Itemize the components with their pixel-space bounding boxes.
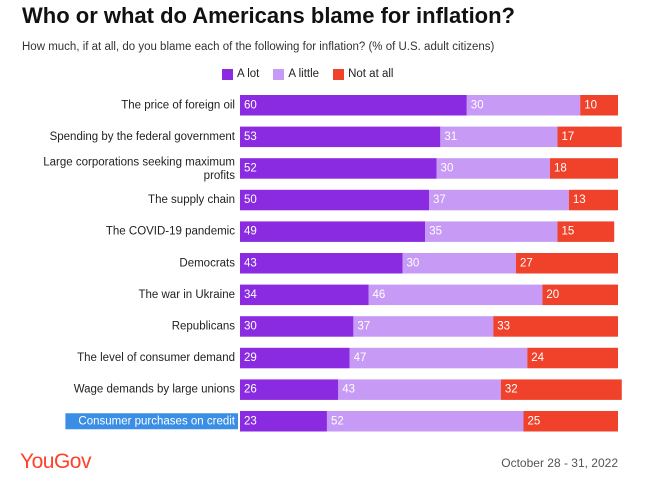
bar-value-a-little-consumer-purchases-on-credit: 52	[331, 415, 344, 427]
bar-not-at-all-the-price-of-foreign-oil	[580, 95, 618, 116]
bar-a-little-democrats	[402, 253, 516, 274]
category-label-line: profits	[204, 170, 236, 182]
stacked-bar-chart: The price of foreign oil 60 30 10 Spending b…	[43, 95, 622, 432]
yougov-logo[interactable]: YouGov	[20, 450, 91, 473]
bar-value-a-little-spending-by-the-federal-government: 31	[444, 131, 457, 143]
legend-label-not-at-all: Not at all	[348, 68, 394, 80]
bar-value-not-at-all-spending-by-the-federal-government: 17	[562, 131, 575, 143]
bar-not-at-all-the-covid-19-pandemic	[557, 221, 615, 242]
bar-a-little-large-corporations-seeking-maximum-profits	[436, 158, 550, 179]
survey-date: October 28 - 31, 2022	[501, 456, 618, 470]
legend-swatch-not-at-all	[333, 68, 345, 80]
category-label-spending-by-the-federal-government: Spending by the federal government	[50, 131, 236, 143]
category-label-the-covid-19-pandemic: The COVID-19 pandemic	[106, 226, 235, 238]
bar-not-at-all-the-level-of-consumer-demand	[527, 347, 618, 369]
bar-not-at-all-wage-demands-by-large-unions	[500, 379, 622, 400]
bar-a-lot-democrats	[240, 253, 403, 274]
bar-value-not-at-all-the-covid-19-pandemic: 15	[562, 226, 575, 238]
bar-a-little-wage-demands-by-large-unions	[338, 379, 501, 400]
legend-item-a-little: A little	[273, 68, 319, 80]
category-label-the-supply-chain: The supply chain	[148, 194, 235, 206]
bar-a-lot-spending-by-the-federal-government	[240, 126, 441, 148]
bar-value-a-lot-the-supply-chain: 50	[244, 194, 257, 206]
bar-value-a-little-the-covid-19-pandemic: 35	[429, 226, 442, 238]
category-label-democrats: Democrats	[179, 257, 235, 269]
bar-value-not-at-all-the-level-of-consumer-demand: 24	[531, 352, 544, 364]
chart-subtitle: How much, if at all, do you blame each o…	[22, 41, 495, 53]
bar-a-lot-the-covid-19-pandemic	[240, 221, 426, 242]
legend-item-a-lot: A lot	[222, 68, 259, 80]
bar-a-little-the-supply-chain	[429, 189, 569, 211]
bar-value-not-at-all-the-price-of-foreign-oil: 10	[584, 99, 597, 111]
bar-value-a-little-large-corporations-seeking-maximum-profits: 30	[441, 162, 454, 174]
bar-value-a-lot-republicans: 30	[244, 320, 257, 332]
bar-not-at-all-the-war-in-ukraine	[542, 284, 618, 306]
bar-a-little-the-level-of-consumer-demand	[349, 347, 528, 369]
category-label-wage-demands-by-large-unions: Wage demands by large unions	[74, 384, 236, 396]
category-label-line: Large corporations seeking maximum	[43, 156, 235, 168]
bar-value-not-at-all-wage-demands-by-large-unions: 32	[505, 384, 518, 396]
bar-value-a-lot-consumer-purchases-on-credit: 23	[244, 415, 257, 427]
bar-a-lot-the-war-in-ukraine	[240, 284, 369, 306]
bar-value-a-little-the-war-in-ukraine: 46	[373, 289, 386, 301]
bar-a-lot-the-price-of-foreign-oil	[240, 95, 467, 116]
category-label-large-corporations-seeking-maximum-profits: Large corporations seeking maximum profit…	[43, 156, 235, 182]
bar-a-little-the-price-of-foreign-oil	[466, 95, 581, 116]
bar-a-lot-republicans	[240, 316, 354, 337]
category-label-republicans: Republicans	[172, 320, 236, 332]
bar-a-lot-the-level-of-consumer-demand	[240, 347, 350, 369]
bar-value-a-lot-large-corporations-seeking-maximum-profits: 52	[244, 162, 257, 174]
bar-value-a-lot-the-covid-19-pandemic: 49	[244, 226, 257, 238]
bar-value-a-lot-democrats: 43	[244, 257, 257, 269]
bar-a-lot-the-supply-chain	[240, 189, 429, 211]
bar-value-a-lot-the-price-of-foreign-oil: 60	[244, 99, 257, 111]
legend-label-a-lot: A lot	[237, 68, 260, 80]
bar-value-a-little-wage-demands-by-large-unions: 43	[342, 384, 355, 396]
bar-value-a-little-the-supply-chain: 37	[433, 194, 446, 206]
bar-value-a-lot-spending-by-the-federal-government: 53	[244, 131, 257, 143]
legend-swatch-a-little	[273, 68, 285, 80]
bar-value-not-at-all-republicans: 33	[497, 320, 510, 332]
category-label-the-war-in-ukraine: The war in Ukraine	[138, 289, 235, 301]
chart-title: Who or what do Americans blame for infla…	[22, 3, 515, 28]
bar-a-lot-consumer-purchases-on-credit	[240, 411, 327, 432]
bar-not-at-all-consumer-purchases-on-credit	[523, 411, 618, 432]
bar-a-little-the-war-in-ukraine	[368, 284, 543, 306]
bar-a-little-republicans	[353, 316, 494, 337]
category-label-consumer-purchases-on-credit: Consumer purchases on credit	[78, 415, 235, 427]
legend-label-a-little: A little	[288, 68, 320, 80]
bar-value-a-little-democrats: 30	[407, 257, 420, 269]
bar-value-not-at-all-the-supply-chain: 13	[573, 194, 586, 206]
bar-not-at-all-large-corporations-seeking-maximum-profits	[549, 158, 618, 179]
bar-a-little-consumer-purchases-on-credit	[326, 411, 524, 432]
bar-a-little-spending-by-the-federal-government	[440, 126, 558, 148]
bar-value-a-lot-the-level-of-consumer-demand: 29	[244, 352, 257, 364]
bar-not-at-all-republicans	[493, 316, 618, 337]
legend-swatch-a-lot	[222, 68, 233, 80]
bar-not-at-all-democrats	[515, 253, 618, 274]
bar-value-a-lot-the-war-in-ukraine: 34	[244, 289, 257, 301]
bar-value-a-lot-wage-demands-by-large-unions: 26	[244, 384, 257, 396]
legend-item-not-at-all: Not at all	[333, 68, 393, 80]
bar-value-a-little-republicans: 37	[357, 320, 370, 332]
bar-a-little-the-covid-19-pandemic	[425, 221, 558, 242]
category-label-the-price-of-foreign-oil: The price of foreign oil	[121, 99, 235, 111]
bar-value-not-at-all-consumer-purchases-on-credit: 25	[528, 415, 541, 427]
bar-a-lot-wage-demands-by-large-unions	[240, 379, 339, 400]
category-label-highlight-consumer-purchases-on-credit	[65, 413, 239, 430]
bar-value-not-at-all-the-war-in-ukraine: 20	[546, 289, 559, 301]
bar-not-at-all-spending-by-the-federal-government	[557, 126, 622, 148]
category-label-the-level-of-consumer-demand: The level of consumer demand	[77, 352, 235, 364]
bar-not-at-all-the-supply-chain	[568, 189, 618, 211]
bar-a-lot-large-corporations-seeking-maximum-profits	[240, 158, 437, 179]
bar-value-a-little-the-level-of-consumer-demand: 47	[354, 352, 367, 364]
bar-value-a-little-the-price-of-foreign-oil: 30	[471, 99, 484, 111]
bar-value-not-at-all-large-corporations-seeking-maximum-profits: 18	[554, 162, 567, 174]
chart-legend: A lot A little Not at all	[222, 67, 407, 81]
bar-value-not-at-all-democrats: 27	[520, 257, 533, 269]
